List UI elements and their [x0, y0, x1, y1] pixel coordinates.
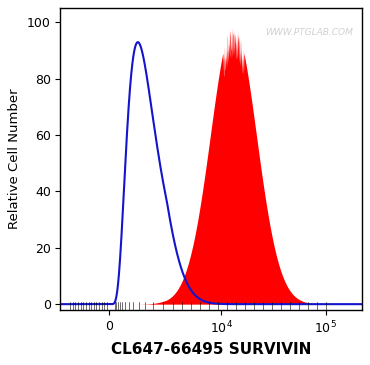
Text: WWW.PTGLAB.COM: WWW.PTGLAB.COM [265, 28, 353, 38]
X-axis label: CL647-66495 SURVIVIN: CL647-66495 SURVIVIN [111, 342, 311, 357]
Y-axis label: Relative Cell Number: Relative Cell Number [9, 89, 21, 229]
